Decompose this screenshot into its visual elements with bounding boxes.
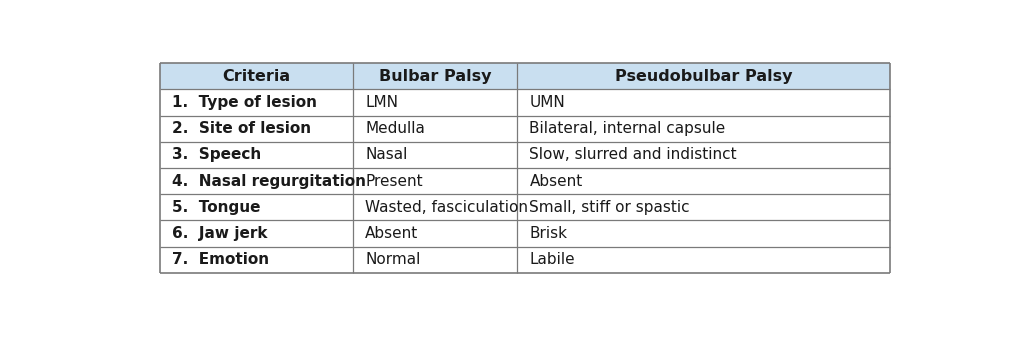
Text: 3.  Speech: 3. Speech	[172, 147, 261, 162]
Bar	[517, 89, 890, 115]
Bar	[160, 194, 353, 220]
Bar	[517, 194, 890, 220]
Bar	[517, 168, 890, 194]
Text: 6.  Jaw jerk: 6. Jaw jerk	[172, 226, 267, 241]
Bar	[517, 220, 890, 246]
Bar	[160, 63, 353, 89]
Bar	[517, 246, 890, 273]
Text: 2.  Site of lesion: 2. Site of lesion	[172, 121, 310, 136]
Bar	[160, 115, 353, 142]
Bar	[160, 142, 353, 168]
Bar	[353, 168, 517, 194]
Text: Labile: Labile	[529, 252, 575, 267]
Text: Slow, slurred and indistinct: Slow, slurred and indistinct	[529, 147, 737, 162]
Bar	[353, 142, 517, 168]
Bar	[517, 142, 890, 168]
Bar	[353, 63, 517, 89]
Text: Present: Present	[366, 174, 423, 188]
Text: 7.  Emotion: 7. Emotion	[172, 252, 268, 267]
Text: Criteria: Criteria	[222, 69, 291, 84]
Bar	[160, 220, 353, 246]
Text: Absent: Absent	[366, 226, 419, 241]
Bar	[353, 246, 517, 273]
Text: UMN: UMN	[529, 95, 565, 110]
Bar	[353, 115, 517, 142]
Text: 5.  Tongue: 5. Tongue	[172, 200, 260, 215]
Text: Brisk: Brisk	[529, 226, 567, 241]
Text: Bilateral, internal capsule: Bilateral, internal capsule	[529, 121, 726, 136]
Bar	[353, 194, 517, 220]
Text: Medulla: Medulla	[366, 121, 425, 136]
Text: Normal: Normal	[366, 252, 421, 267]
Bar	[517, 63, 890, 89]
Text: Wasted, fasciculation: Wasted, fasciculation	[366, 200, 528, 215]
Bar	[160, 89, 353, 115]
Text: Small, stiff or spastic: Small, stiff or spastic	[529, 200, 690, 215]
Bar	[353, 220, 517, 246]
Bar	[160, 168, 353, 194]
Bar	[353, 89, 517, 115]
Bar	[517, 115, 890, 142]
Text: 1.  Type of lesion: 1. Type of lesion	[172, 95, 316, 110]
Bar	[160, 246, 353, 273]
Text: Pseudobulbar Palsy: Pseudobulbar Palsy	[615, 69, 793, 84]
Text: LMN: LMN	[366, 95, 398, 110]
Text: Bulbar Palsy: Bulbar Palsy	[379, 69, 492, 84]
Text: Nasal: Nasal	[366, 147, 408, 162]
Text: 4.  Nasal regurgitation: 4. Nasal regurgitation	[172, 174, 366, 188]
Text: Absent: Absent	[529, 174, 583, 188]
